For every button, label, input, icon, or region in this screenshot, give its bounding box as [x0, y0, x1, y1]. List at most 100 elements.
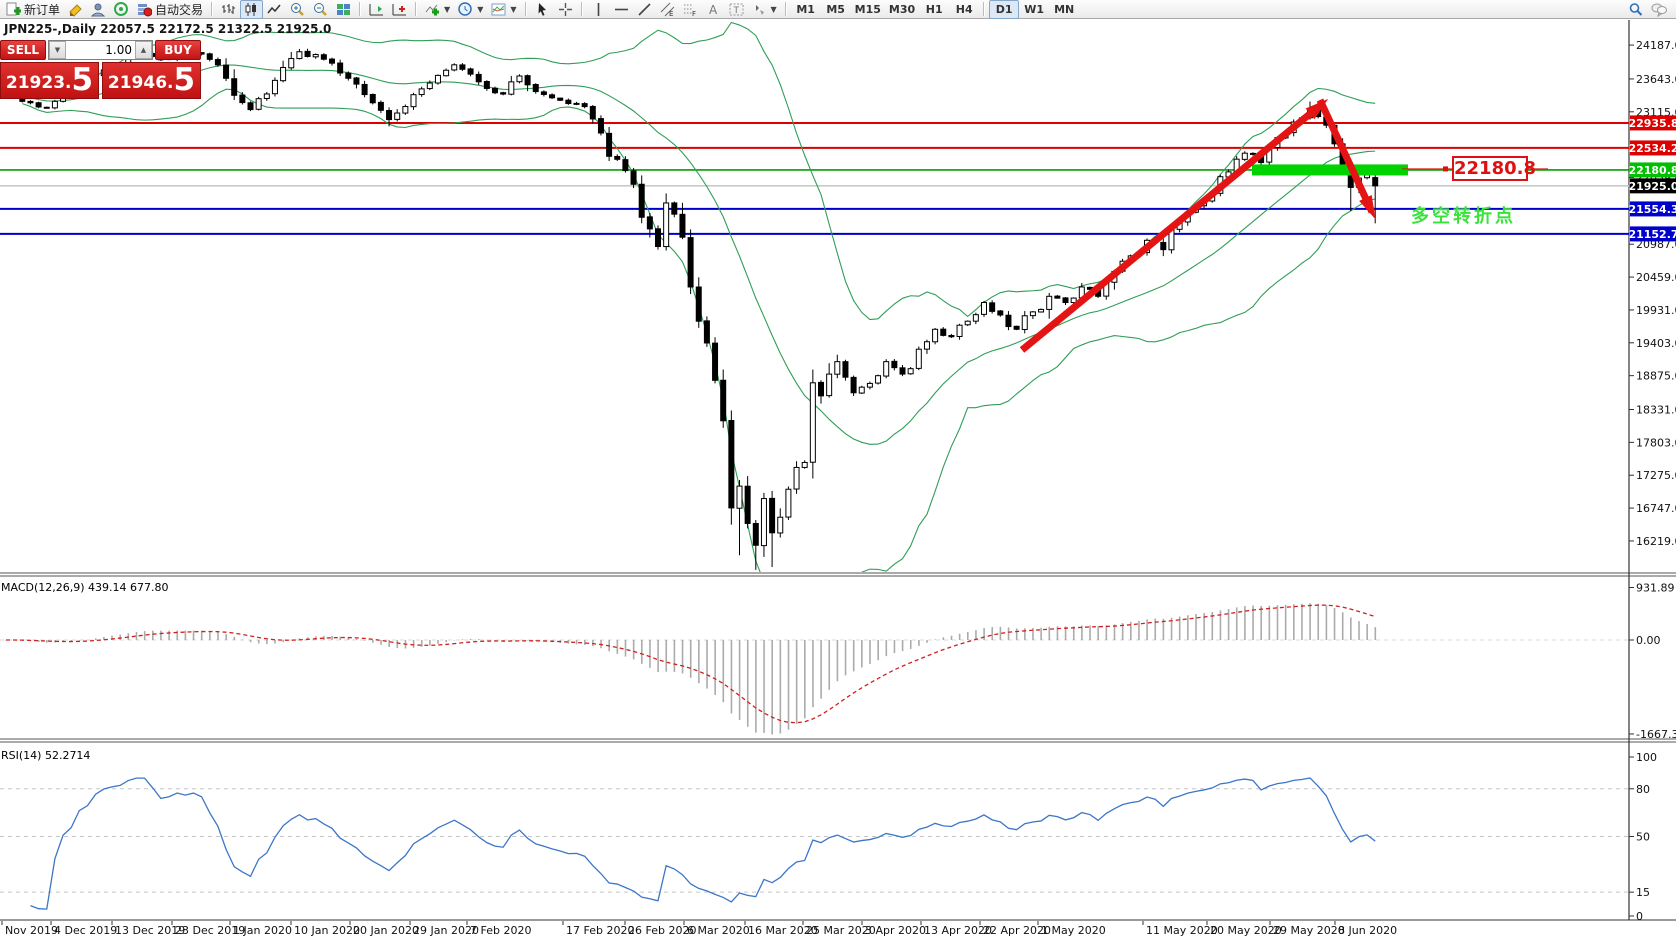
- svg-text:Nov 2019: Nov 2019: [5, 924, 58, 937]
- svg-text:21925.0: 21925.0: [1628, 180, 1676, 193]
- text-label-tool[interactable]: T: [725, 0, 748, 19]
- toolbar: 新订单 自动交易: [0, 0, 1676, 19]
- chevron-down-icon: ▼: [444, 4, 451, 14]
- timeframe-M15[interactable]: M15: [851, 0, 885, 19]
- svg-text:931.89: 931.89: [1636, 581, 1675, 594]
- auto-trading-button[interactable]: 自动交易: [133, 0, 207, 19]
- fibonacci-tool[interactable]: F: [679, 0, 702, 19]
- text-tool[interactable]: A: [702, 0, 725, 19]
- svg-text:29 Jan 2020: 29 Jan 2020: [413, 924, 479, 937]
- svg-text:17 Feb 2020: 17 Feb 2020: [566, 924, 634, 937]
- svg-text:22 Apr 2020: 22 Apr 2020: [983, 924, 1051, 937]
- line-chart-button[interactable]: [263, 0, 286, 19]
- label-icon: T: [729, 2, 744, 17]
- arrows-tool[interactable]: ▼: [748, 0, 781, 19]
- crosshair-button[interactable]: [554, 0, 577, 19]
- timeframe-M5[interactable]: M5: [821, 0, 851, 19]
- svg-text:15: 15: [1636, 886, 1650, 899]
- svg-text:23 Dec 2019: 23 Dec 2019: [175, 924, 245, 937]
- bar-chart-icon: [221, 2, 236, 17]
- toolbar-separator: [580, 2, 583, 16]
- svg-text:1 May 2020: 1 May 2020: [1041, 924, 1106, 937]
- cursor-button[interactable]: [531, 0, 554, 19]
- zoom-in-button[interactable]: [286, 0, 309, 19]
- sell-price-main: 21923: [5, 73, 66, 93]
- svg-text:80: 80: [1636, 783, 1650, 796]
- timeframe-H4[interactable]: H4: [949, 0, 979, 19]
- tile-windows-button[interactable]: [332, 0, 355, 19]
- svg-text:A: A: [709, 3, 718, 17]
- chart-shift-icon: [369, 2, 384, 17]
- volume-increase-button[interactable]: ▲: [135, 41, 152, 59]
- new-order-icon: [6, 2, 21, 17]
- new-order-button[interactable]: 新订单: [2, 0, 64, 19]
- buy-price-fraction: 5: [173, 62, 196, 98]
- timeframe-M1[interactable]: M1: [791, 0, 821, 19]
- timeframe-M30[interactable]: M30: [885, 0, 919, 19]
- profile-button[interactable]: [87, 0, 110, 19]
- templates-icon: [491, 2, 506, 17]
- sell-button[interactable]: SELL: [0, 40, 46, 60]
- timeframe-label: M30: [888, 2, 916, 16]
- svg-text:21152.7: 21152.7: [1628, 228, 1676, 241]
- svg-text:16219.0: 16219.0: [1636, 535, 1676, 548]
- svg-text:8 Jun 2020: 8 Jun 2020: [1338, 924, 1397, 937]
- trendline-tool[interactable]: [633, 0, 656, 19]
- chat-button[interactable]: [1647, 0, 1670, 19]
- volume-decrease-button[interactable]: ▼: [49, 41, 66, 59]
- svg-text:10 Jan 2020: 10 Jan 2020: [294, 924, 360, 937]
- zoom-out-icon: [313, 2, 328, 17]
- signals-button[interactable]: [110, 0, 133, 19]
- vertical-line-tool[interactable]: [587, 0, 610, 19]
- indicators-button[interactable]: ▼: [421, 0, 454, 19]
- symbol-period-label: JPN225-,Daily: [4, 22, 96, 36]
- svg-text:7 Feb 2020: 7 Feb 2020: [470, 924, 531, 937]
- chart-autoscroll-button[interactable]: [388, 0, 411, 19]
- turning-point-note[interactable]: 多空转折点: [1411, 206, 1516, 227]
- timeframe-label: H4: [955, 2, 973, 16]
- svg-text:50: 50: [1636, 831, 1650, 844]
- buy-price-button[interactable]: 21946. 5: [102, 62, 201, 99]
- svg-text:-1667.31: -1667.31: [1636, 728, 1676, 741]
- profile-icon: [91, 2, 106, 17]
- timeframe-label: W1: [1024, 2, 1045, 16]
- timeframe-D1[interactable]: D1: [989, 0, 1020, 19]
- timeframe-label: M5: [826, 2, 845, 16]
- volume-stepper: ▼ 1.00 ▲: [48, 40, 153, 60]
- svg-text:0.00: 0.00: [1636, 634, 1661, 647]
- chevron-down-icon: ▼: [477, 4, 484, 14]
- timeframe-label: H1: [925, 2, 943, 16]
- zoom-out-button[interactable]: [309, 0, 332, 19]
- periods-button[interactable]: ▼: [454, 0, 487, 19]
- svg-text:22534.2: 22534.2: [1628, 142, 1676, 155]
- horizontal-line-icon: [614, 2, 629, 17]
- auto-trading-icon: [137, 2, 153, 17]
- price-callout-label[interactable]: 22180.8: [1452, 156, 1536, 182]
- sell-price-button[interactable]: 21923. 5: [0, 62, 99, 99]
- chart-shift-button[interactable]: [365, 0, 388, 19]
- buy-button[interactable]: BUY: [155, 40, 201, 60]
- timeframe-label: D1: [995, 2, 1013, 16]
- timeframe-MN[interactable]: MN: [1049, 0, 1079, 19]
- svg-text:0: 0: [1636, 910, 1643, 923]
- svg-text:19403.0: 19403.0: [1636, 337, 1676, 350]
- svg-text:11 May 2020: 11 May 2020: [1146, 924, 1218, 937]
- horizontal-line-tool[interactable]: [610, 0, 633, 19]
- timeframe-W1[interactable]: W1: [1019, 0, 1049, 19]
- new-order-label: 新订单: [24, 2, 61, 17]
- bar-chart-button[interactable]: [217, 0, 240, 19]
- svg-text:21554.3: 21554.3: [1628, 203, 1676, 216]
- timeframe-H1[interactable]: H1: [919, 0, 949, 19]
- styler-button[interactable]: [64, 0, 87, 19]
- text-icon: A: [706, 2, 721, 17]
- svg-text:18875.0: 18875.0: [1636, 370, 1676, 383]
- svg-text:100: 100: [1636, 751, 1657, 764]
- equidistant-channel-tool[interactable]: E: [656, 0, 679, 19]
- candlestick-chart-button[interactable]: [240, 0, 264, 19]
- volume-input[interactable]: 1.00: [105, 43, 132, 57]
- templates-button[interactable]: ▼: [487, 0, 520, 19]
- search-button[interactable]: [1624, 0, 1647, 19]
- svg-text:16 Mar 2020: 16 Mar 2020: [748, 924, 818, 937]
- candlestick-chart-icon: [244, 2, 259, 17]
